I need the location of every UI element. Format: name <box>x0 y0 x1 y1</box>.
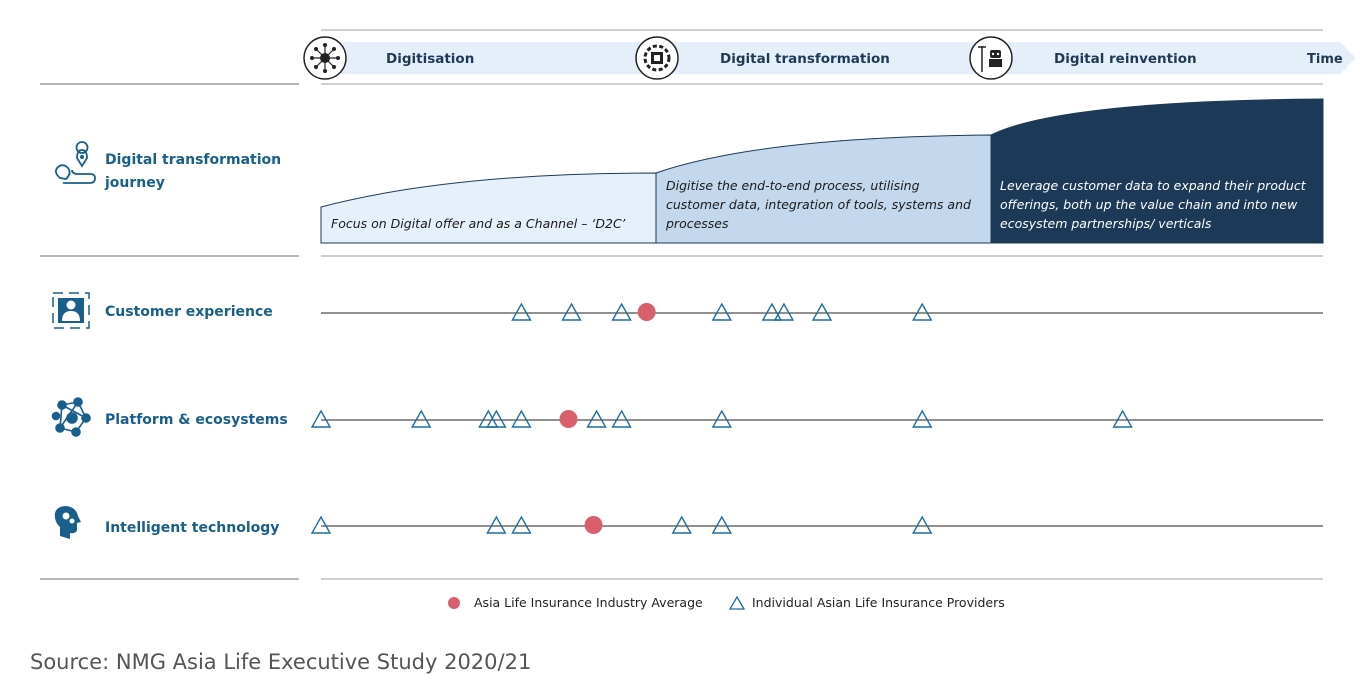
ecosystem-network-icon <box>51 397 91 437</box>
route-pin-icon <box>55 141 96 184</box>
network-gear-icon <box>303 36 347 80</box>
provider-marker <box>411 409 432 428</box>
legend-label: Asia Life Insurance Industry Average <box>474 595 703 610</box>
journey-stage-text: Digitise the end-to-end process, utilisi… <box>666 178 920 193</box>
journey-stage-1 <box>320 172 657 244</box>
journey-row: Digital transformation journey Focus on … <box>55 98 1324 244</box>
row-label: Intelligent technology <box>105 520 279 536</box>
provider-marker <box>486 515 507 534</box>
robot-icon <box>969 36 1013 80</box>
journey-stage-text: Leverage customer data to expand their p… <box>1000 178 1307 193</box>
provider-marker <box>511 302 532 321</box>
legend-provider-marker <box>728 595 746 610</box>
stage-digital-transformation: Digital transformation <box>635 36 890 80</box>
journey-label: Digital transformation <box>105 152 281 168</box>
provider-marker <box>711 409 732 428</box>
provider-marker <box>310 515 332 534</box>
provider-marker <box>912 302 933 321</box>
row-customer-experience: Customer experience <box>52 292 1323 329</box>
provider-marker <box>912 409 933 428</box>
row-marks <box>310 515 933 534</box>
row-marks <box>310 409 1133 428</box>
stage-label: Digitisation <box>386 51 474 67</box>
row-label: Platform & ecosystems <box>105 412 288 428</box>
provider-marker <box>773 302 795 321</box>
row-platform-ecosystems: Platform & ecosystems <box>51 397 1323 437</box>
journey-stage-3 <box>990 98 1324 244</box>
journey-stage-text: offerings, both up the value chain and i… <box>1000 197 1298 212</box>
provider-marker <box>611 302 632 321</box>
provider-marker <box>611 409 632 428</box>
row-intelligent-technology: Intelligent technology <box>54 506 1323 539</box>
average-marker <box>637 303 656 321</box>
provider-marker <box>511 409 532 428</box>
row-marks <box>511 302 933 321</box>
provider-marker <box>310 409 332 428</box>
timeline-arrow <box>321 29 1356 85</box>
average-marker <box>584 516 603 534</box>
provider-marker <box>486 409 507 428</box>
row-label: Customer experience <box>105 304 273 320</box>
stage-label: Digital reinvention <box>1054 51 1197 67</box>
brain-gears-icon <box>54 506 81 539</box>
provider-marker <box>811 302 833 321</box>
provider-marker <box>671 515 692 534</box>
provider-marker <box>912 515 933 534</box>
stage-digital-reinvention: Digital reinvention <box>969 36 1197 80</box>
provider-marker <box>761 302 783 321</box>
provider-marker <box>586 409 607 428</box>
time-label: Time <box>1307 52 1343 67</box>
stage-digitisation: Digitisation <box>303 36 474 80</box>
provider-marker <box>511 515 532 534</box>
journey-stage-text: processes <box>665 216 729 231</box>
provider-marker <box>1112 409 1133 428</box>
provider-marker <box>561 302 582 321</box>
legend-label: Individual Asian Life Insurance Provider… <box>752 595 1005 610</box>
digital-gear-icon <box>635 36 679 80</box>
provider-marker <box>711 302 732 321</box>
legend-average-marker <box>448 597 460 609</box>
provider-marker <box>711 515 732 534</box>
customer-profile-icon <box>52 292 90 329</box>
journey-stage-text: ecosystem partnerships/ verticals <box>1000 216 1212 231</box>
stage-label: Digital transformation <box>720 51 890 67</box>
journey-stage-text: customer data, integration of tools, sys… <box>666 197 971 212</box>
source-note: Source: NMG Asia Life Executive Study 20… <box>30 650 531 674</box>
average-marker <box>559 410 578 428</box>
journey-stage-text: Focus on Digital offer and as a Channel … <box>331 216 626 231</box>
journey-stage-2 <box>655 134 992 244</box>
journey-label: journey <box>104 175 165 191</box>
legend: Asia Life Insurance Industry Average Ind… <box>448 595 1005 610</box>
